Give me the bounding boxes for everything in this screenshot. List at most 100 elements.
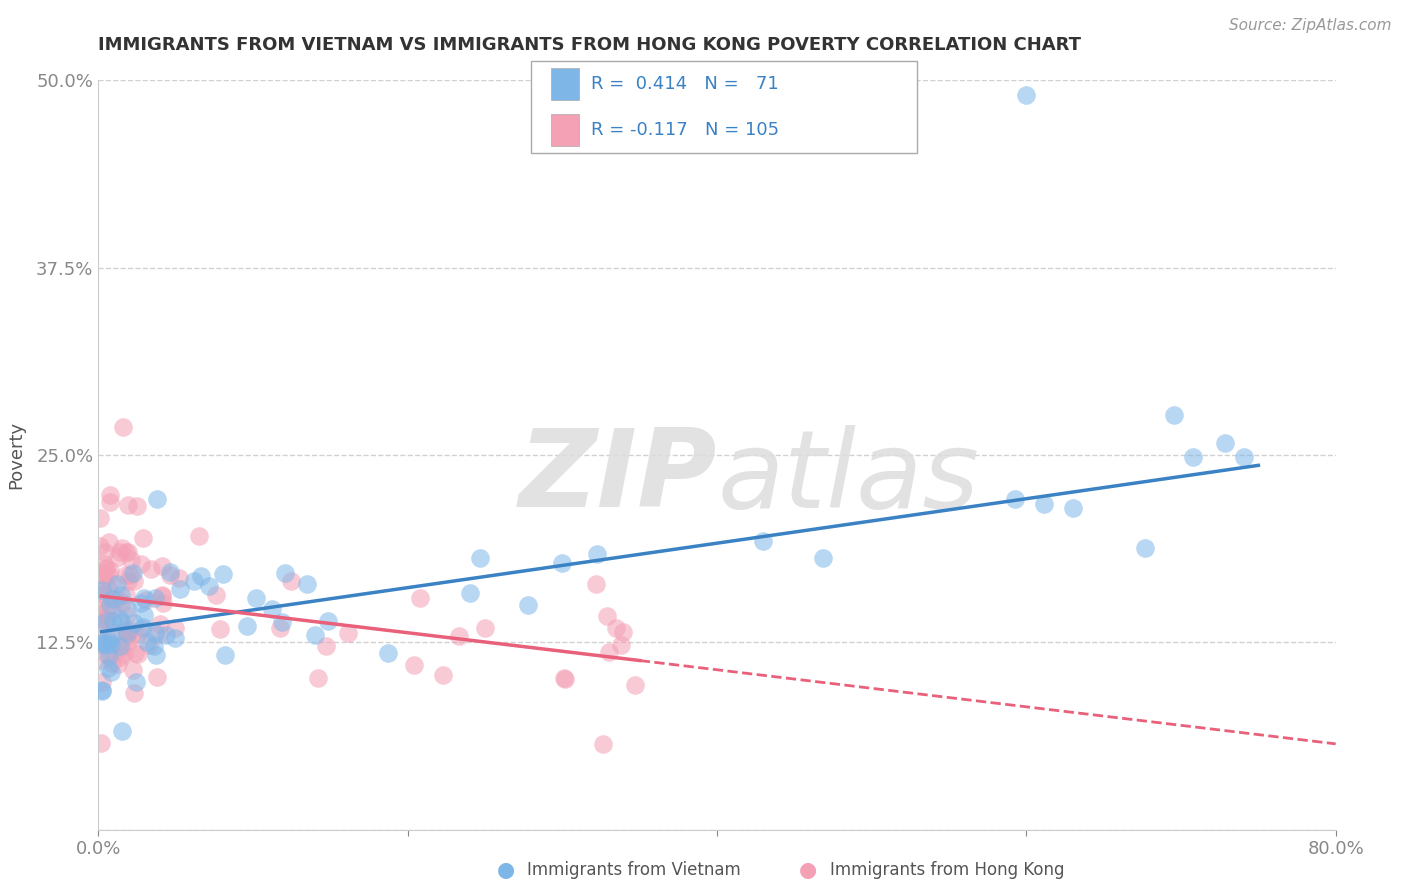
Point bbox=[155, 628, 177, 642]
Text: Immigrants from Vietnam: Immigrants from Vietnam bbox=[527, 861, 741, 879]
Point bbox=[315, 639, 337, 653]
Point bbox=[127, 647, 149, 661]
Point bbox=[108, 640, 131, 654]
Point bbox=[101, 602, 124, 616]
Point bbox=[623, 678, 645, 692]
Point bbox=[146, 492, 169, 507]
Point bbox=[551, 556, 574, 570]
Point bbox=[148, 627, 170, 641]
Point bbox=[115, 623, 138, 637]
Point bbox=[205, 588, 228, 602]
Point bbox=[98, 534, 121, 549]
Point bbox=[96, 612, 118, 626]
Point bbox=[122, 574, 145, 588]
Point bbox=[605, 621, 627, 635]
Point bbox=[108, 624, 131, 639]
Point bbox=[135, 593, 157, 607]
Point bbox=[94, 589, 117, 603]
Point bbox=[610, 639, 633, 653]
Point bbox=[585, 577, 607, 591]
Point bbox=[598, 644, 620, 658]
Point bbox=[811, 550, 834, 565]
Point bbox=[269, 621, 291, 635]
Text: R = -0.117   N = 105: R = -0.117 N = 105 bbox=[591, 121, 779, 139]
Point bbox=[90, 652, 112, 666]
Point bbox=[139, 561, 162, 575]
Point bbox=[96, 648, 118, 662]
Point bbox=[1163, 409, 1185, 423]
Point bbox=[336, 626, 359, 640]
Point bbox=[108, 545, 131, 559]
Point bbox=[90, 683, 112, 698]
Point bbox=[94, 544, 117, 558]
Point bbox=[150, 589, 173, 603]
Point bbox=[91, 573, 114, 587]
Point bbox=[97, 661, 120, 675]
Text: ●: ● bbox=[800, 860, 817, 880]
Point bbox=[1133, 541, 1156, 556]
Point bbox=[163, 632, 186, 646]
Point bbox=[159, 567, 181, 582]
Y-axis label: Poverty: Poverty bbox=[7, 421, 25, 489]
Point bbox=[132, 620, 155, 634]
Point bbox=[1181, 450, 1204, 464]
Point bbox=[143, 591, 166, 605]
Point bbox=[1215, 436, 1237, 450]
Point bbox=[307, 672, 329, 686]
Point bbox=[142, 639, 165, 653]
Point bbox=[131, 623, 153, 637]
Point bbox=[111, 596, 134, 610]
Point bbox=[458, 586, 481, 600]
Text: IMMIGRANTS FROM VIETNAM VS IMMIGRANTS FROM HONG KONG POVERTY CORRELATION CHART: IMMIGRANTS FROM VIETNAM VS IMMIGRANTS FR… bbox=[98, 36, 1081, 54]
Point bbox=[1033, 497, 1056, 511]
Point bbox=[474, 621, 496, 635]
Text: Source: ZipAtlas.com: Source: ZipAtlas.com bbox=[1229, 18, 1392, 33]
Point bbox=[167, 571, 190, 585]
Point bbox=[117, 635, 139, 649]
Text: R =  0.414   N =   71: R = 0.414 N = 71 bbox=[591, 75, 779, 93]
Point bbox=[90, 637, 112, 651]
Point bbox=[91, 587, 114, 601]
Point bbox=[554, 673, 576, 687]
Point bbox=[1015, 88, 1038, 103]
Point bbox=[138, 638, 160, 652]
Point bbox=[271, 615, 294, 630]
Point bbox=[752, 534, 775, 549]
Point bbox=[120, 553, 142, 567]
Point bbox=[122, 566, 145, 581]
Point bbox=[91, 568, 114, 582]
Point bbox=[122, 663, 145, 677]
Point bbox=[100, 637, 122, 651]
Point bbox=[295, 576, 318, 591]
Point bbox=[115, 588, 138, 602]
Point bbox=[90, 736, 112, 750]
Point bbox=[304, 628, 326, 642]
Point bbox=[108, 612, 131, 626]
Point bbox=[169, 582, 191, 596]
Point bbox=[98, 568, 121, 582]
Point bbox=[103, 615, 125, 629]
Point bbox=[117, 498, 139, 512]
Point bbox=[112, 420, 135, 434]
Point bbox=[94, 613, 117, 627]
Point bbox=[131, 531, 153, 545]
Point bbox=[134, 591, 156, 605]
Text: ●: ● bbox=[498, 860, 515, 880]
Point bbox=[273, 566, 295, 580]
Point bbox=[96, 638, 118, 652]
Point bbox=[97, 649, 120, 664]
Point bbox=[129, 557, 152, 571]
Point bbox=[190, 568, 212, 582]
Point bbox=[101, 591, 124, 606]
Point bbox=[94, 560, 117, 574]
Point bbox=[143, 625, 166, 640]
Point bbox=[125, 626, 148, 640]
Point bbox=[101, 656, 124, 670]
Point bbox=[1233, 450, 1256, 465]
Point bbox=[91, 683, 114, 698]
Point bbox=[96, 602, 118, 616]
Point bbox=[115, 629, 138, 643]
Point bbox=[105, 577, 128, 591]
Point bbox=[377, 646, 399, 660]
Point bbox=[159, 566, 181, 580]
